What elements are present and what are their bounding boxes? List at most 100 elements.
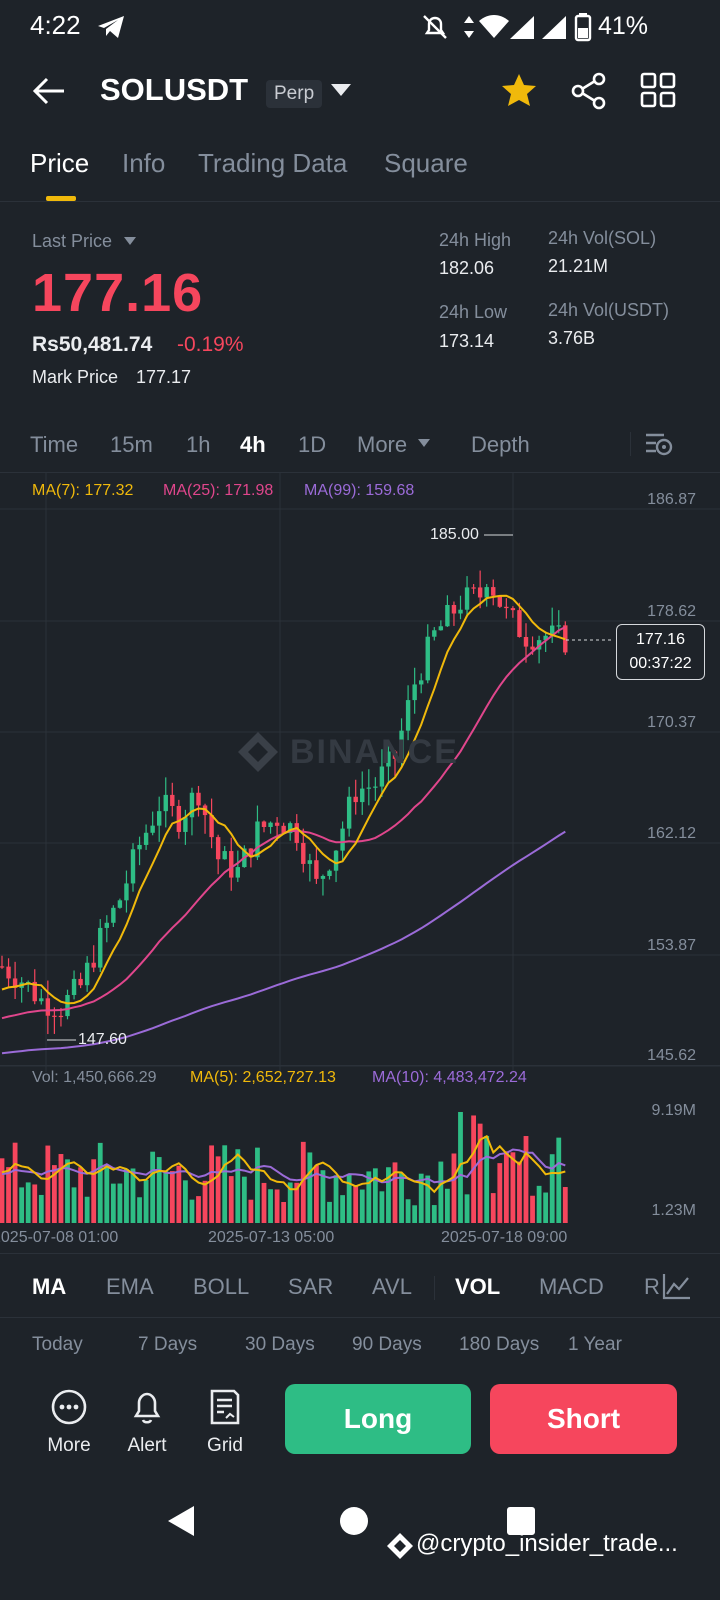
share-icon[interactable] xyxy=(570,72,608,110)
symbol-dropdown-icon[interactable] xyxy=(330,82,352,98)
tab-info[interactable]: Info xyxy=(122,148,166,178)
interval-more[interactable]: More xyxy=(357,432,408,457)
interval-time[interactable]: Time xyxy=(30,432,79,457)
volume-bar xyxy=(228,1176,234,1223)
candlestick-chart[interactable] xyxy=(0,472,720,1072)
candle-body xyxy=(346,796,352,829)
tab-square[interactable]: Square xyxy=(384,148,468,178)
volume-chart[interactable] xyxy=(0,1090,720,1225)
interval-divider xyxy=(630,432,631,456)
binance-logo-icon xyxy=(238,732,278,772)
indicator-settings-icon[interactable] xyxy=(660,1272,692,1302)
volume-bar xyxy=(52,1165,57,1223)
candle-body xyxy=(12,978,18,988)
favorite-star-icon[interactable] xyxy=(500,72,538,108)
candle-body xyxy=(333,850,339,871)
more-dropdown-icon[interactable] xyxy=(417,438,431,448)
nav-back-icon[interactable] xyxy=(166,1504,196,1538)
volume-bar xyxy=(340,1195,345,1223)
alert-action[interactable]: Alert xyxy=(112,1388,182,1457)
mute-bell-icon xyxy=(423,15,447,39)
symbol-title[interactable]: SOLUSDT xyxy=(100,72,249,107)
candle-body xyxy=(517,610,522,637)
range-90days[interactable]: 90 Days xyxy=(352,1334,422,1355)
more-action[interactable]: More xyxy=(34,1388,104,1457)
volume-bar xyxy=(183,1180,188,1223)
candle-body xyxy=(504,606,509,609)
volume-bar xyxy=(307,1152,313,1223)
vol-usdt-label: 24h Vol(USDT) xyxy=(548,300,670,320)
candle-body xyxy=(170,794,175,806)
indicator-ema[interactable]: EMA xyxy=(106,1274,154,1299)
header: SOLUSDT Perp xyxy=(0,56,720,132)
last-price-label[interactable]: Last Price xyxy=(32,231,113,251)
short-button[interactable]: Short xyxy=(490,1384,677,1454)
price-axis-label-2: 178.62 xyxy=(647,603,696,620)
vol-sol-label: 24h Vol(SOL) xyxy=(548,228,657,248)
volume-bar xyxy=(497,1163,503,1223)
indicator-avl[interactable]: AVL xyxy=(372,1274,412,1299)
indicator-macd[interactable]: MACD xyxy=(539,1274,604,1299)
volume-bar xyxy=(222,1145,228,1223)
candle-body xyxy=(392,751,398,759)
nav-home-icon[interactable] xyxy=(339,1506,369,1536)
vol-sol-value: 21.21M xyxy=(548,256,609,276)
date-axis-divider xyxy=(0,1253,720,1254)
candle-body xyxy=(438,626,444,631)
candle-body xyxy=(255,821,260,858)
range-1year[interactable]: 1 Year xyxy=(568,1334,622,1355)
current-price-tag: 177.16 00:37:22 xyxy=(616,624,705,680)
interval-4h[interactable]: 4h xyxy=(240,432,266,457)
tab-trading-data[interactable]: Trading Data xyxy=(198,148,348,178)
grid-action[interactable]: Grid xyxy=(190,1388,260,1457)
signal-icon-2 xyxy=(542,16,566,39)
back-arrow-icon[interactable] xyxy=(32,76,66,106)
volume-bar xyxy=(517,1161,522,1223)
indicator-ma[interactable]: MA xyxy=(32,1274,67,1299)
range-7days[interactable]: 7 Days xyxy=(138,1334,198,1355)
volume-bar xyxy=(6,1167,11,1223)
candle-body xyxy=(373,786,378,788)
long-button[interactable]: Long xyxy=(285,1384,471,1454)
high-value: 182.06 xyxy=(439,258,495,278)
ma99-line xyxy=(1,830,566,1055)
volume-ma10-label: MA(10): 4,483,472.24 xyxy=(372,1069,527,1086)
volume-bar xyxy=(169,1171,175,1223)
candle-body xyxy=(84,962,90,986)
indicator-vol[interactable]: VOL xyxy=(455,1274,501,1299)
candle-body xyxy=(523,636,529,647)
candle-body xyxy=(464,587,470,610)
indicator-boll[interactable]: BOLL xyxy=(193,1274,250,1299)
status-bar: 4:22 41% xyxy=(0,0,720,56)
candle-body xyxy=(274,822,280,826)
candle-body xyxy=(294,823,299,843)
volume-bar xyxy=(418,1173,424,1223)
interval-depth[interactable]: Depth xyxy=(471,432,530,457)
chart-settings-icon[interactable] xyxy=(644,432,674,458)
volume-bar xyxy=(65,1159,70,1223)
interval-1h[interactable]: 1h xyxy=(186,432,211,457)
candle-body xyxy=(477,587,483,598)
interval-15m[interactable]: 15m xyxy=(110,432,153,457)
tab-price[interactable]: Price xyxy=(30,148,90,178)
candle-body xyxy=(6,966,11,979)
interval-1d[interactable]: 1D xyxy=(298,432,327,457)
candle-body xyxy=(58,1015,64,1018)
data-arrows-icon xyxy=(464,16,474,38)
volume-bar xyxy=(58,1154,64,1223)
grid-menu-icon[interactable] xyxy=(640,72,676,108)
range-180days[interactable]: 180 Days xyxy=(459,1334,540,1355)
more-dots-icon xyxy=(51,1389,87,1425)
nav-recents-icon[interactable] xyxy=(506,1506,536,1536)
candle-body xyxy=(543,635,548,641)
range-today[interactable]: Today xyxy=(32,1334,83,1355)
indicator-sar[interactable]: SAR xyxy=(288,1274,334,1299)
volume-axis-bottom: 1.23M xyxy=(651,1202,696,1219)
last-price-dropdown-icon[interactable] xyxy=(123,236,137,246)
ma7-line xyxy=(1,594,566,1005)
candle-body xyxy=(366,787,371,789)
indicator-rsi[interactable]: R xyxy=(644,1274,660,1299)
volume-bar xyxy=(458,1111,463,1223)
range-30days[interactable]: 30 Days xyxy=(245,1334,315,1355)
candle-body xyxy=(52,1015,57,1017)
